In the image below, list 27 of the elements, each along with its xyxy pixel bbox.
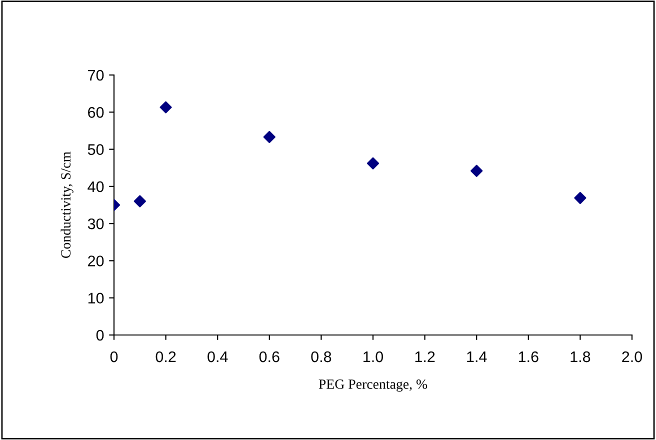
x-tick-label: 1.4 [467, 352, 487, 362]
y-tick-label: 50 [88, 144, 104, 155]
point [470, 164, 483, 177]
x-tick-label: 0.8 [311, 351, 332, 362]
y-tick-label: 30 [88, 218, 104, 230]
y-tick-label: 20 [88, 256, 104, 266]
x-tick-label: 0.6 [259, 351, 280, 362]
point [574, 192, 586, 204]
x-tick-label: 1.6 [518, 351, 538, 362]
point [160, 101, 172, 114]
x-tick-label: 1.2 [415, 351, 435, 362]
x-axis-title: PEG Percentage, % [318, 379, 428, 392]
y-axis-title: Conductivity, S/cm [60, 152, 74, 258]
x-tick-label: 2.0 [622, 351, 642, 362]
y-tick-label: 40 [88, 181, 104, 192]
x-tick-label: 1.0 [364, 351, 384, 362]
x-tick-label: 0.4 [208, 351, 228, 362]
y-tick-label: 0 [96, 330, 104, 341]
point [263, 130, 276, 144]
x-tick-label: 0.2 [156, 351, 176, 362]
x-tick-label: 0 [110, 351, 118, 362]
point [366, 157, 380, 170]
point [134, 195, 146, 208]
y-tick-label: 70 [88, 70, 104, 81]
y-tick-label: 60 [88, 107, 104, 118]
x-tick-label: 1.8 [570, 351, 590, 362]
y-tick-label: 10 [88, 292, 104, 304]
